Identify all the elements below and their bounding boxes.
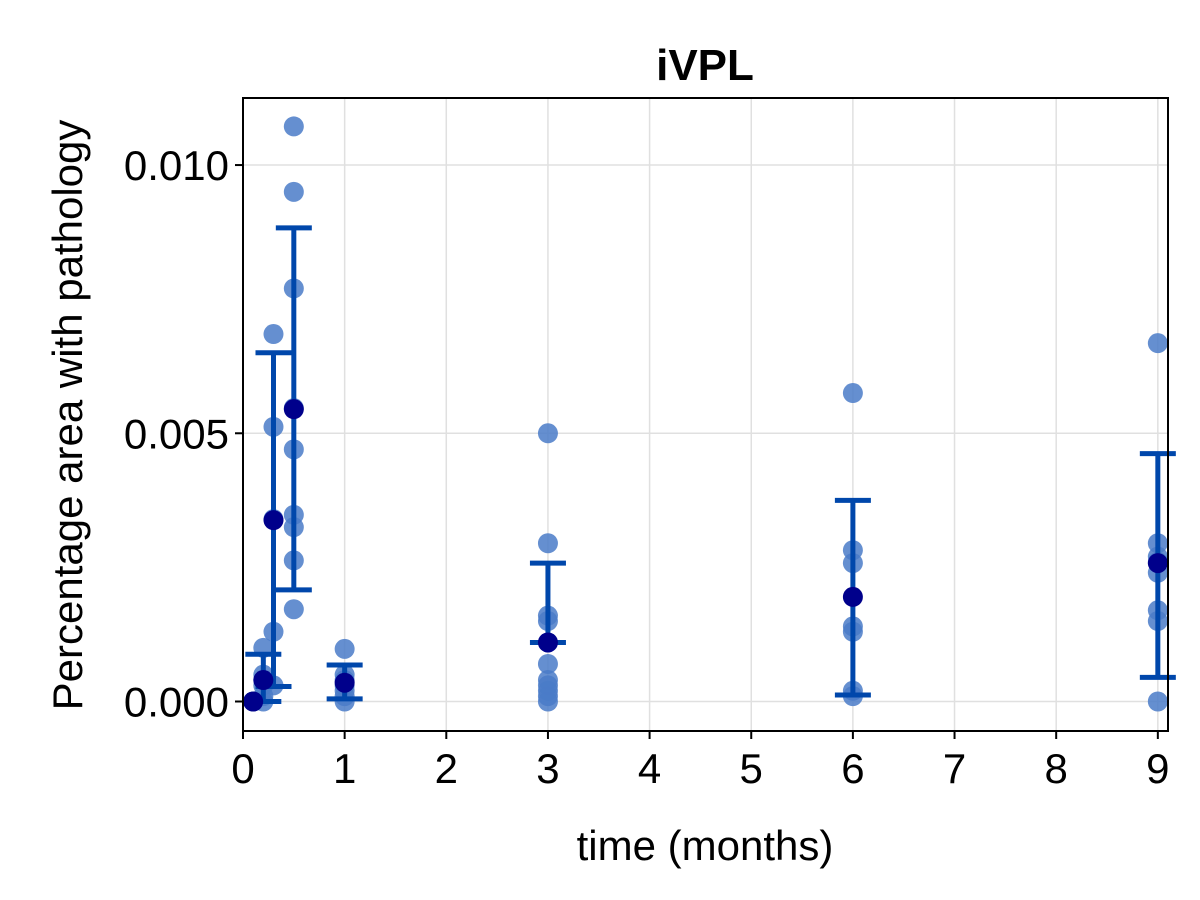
data-point <box>334 638 355 659</box>
mean-marker <box>537 632 558 653</box>
data-point <box>537 653 558 674</box>
data-point <box>1147 333 1168 354</box>
y-tick-label: 0.000 <box>124 678 229 725</box>
mean-marker <box>263 510 284 531</box>
data-point <box>537 533 558 554</box>
x-tick-label: 8 <box>1045 745 1068 792</box>
x-axis-label: time (months) <box>577 822 834 869</box>
chart-title: iVPL <box>656 41 754 90</box>
x-tick-label: 5 <box>740 745 763 792</box>
mean-marker <box>243 691 264 712</box>
x-tick-label: 3 <box>536 745 559 792</box>
y-tick-label: 0.010 <box>124 142 229 189</box>
x-tick-label: 0 <box>231 745 254 792</box>
x-tick-label: 9 <box>1146 745 1169 792</box>
plot-frame <box>242 97 1169 732</box>
data-point <box>283 599 304 620</box>
data-point <box>537 670 558 691</box>
data-point <box>537 423 558 444</box>
tick-layer: 0 1 2 3 4 5 6 7 8 9 0.000 0.005 0.010 <box>124 142 1170 792</box>
mean-marker <box>253 670 274 691</box>
x-tick-label: 1 <box>333 745 356 792</box>
x-tick-label: 2 <box>435 745 458 792</box>
data-point <box>842 383 863 404</box>
mean-marker <box>842 586 863 607</box>
mean-marker <box>1147 553 1168 574</box>
data-point <box>283 116 304 137</box>
y-tick-label: 0.005 <box>124 410 229 457</box>
data-point <box>283 181 304 202</box>
mean-marker <box>334 672 355 693</box>
x-tick-label: 6 <box>841 745 864 792</box>
x-tick-label: 7 <box>943 745 966 792</box>
mean-marker <box>283 399 304 420</box>
data-point <box>1147 691 1168 712</box>
mark-layer <box>243 116 1176 712</box>
x-tick-label: 4 <box>638 745 661 792</box>
y-axis-label: Percentage area with pathology <box>44 120 91 711</box>
data-point <box>263 324 284 345</box>
